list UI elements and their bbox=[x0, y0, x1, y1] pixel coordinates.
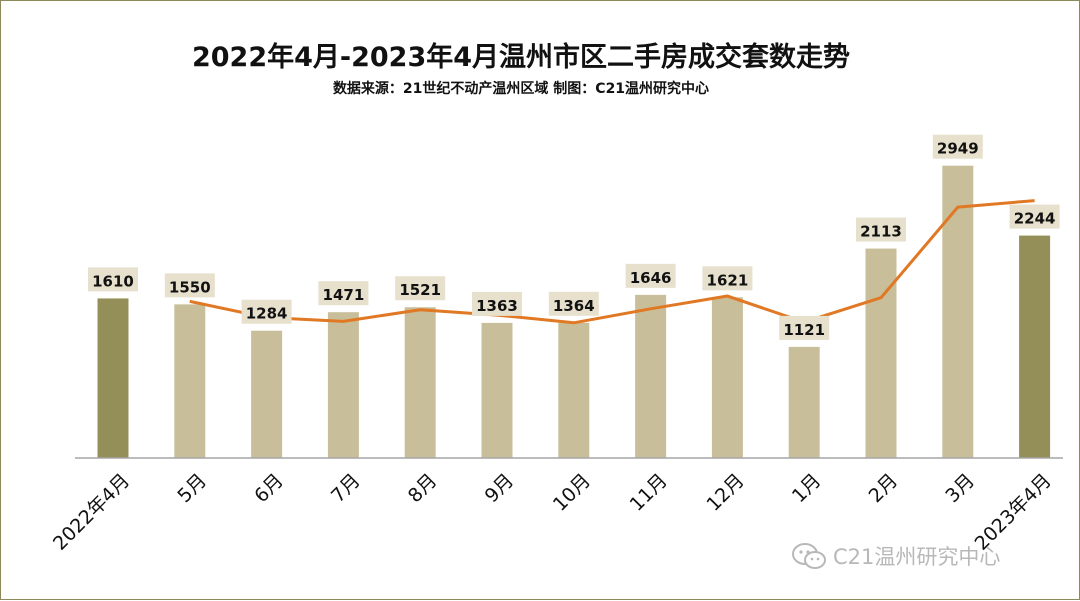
data-label: 2113 bbox=[860, 223, 902, 241]
chart-title: 2022年4月-2023年4月温州市区二手房成交套数走势 bbox=[191, 42, 851, 73]
data-label: 2244 bbox=[1014, 210, 1056, 228]
bar bbox=[942, 165, 974, 458]
bar bbox=[1019, 235, 1051, 458]
data-label: 1621 bbox=[707, 271, 749, 289]
data-label: 1121 bbox=[783, 321, 825, 339]
data-label-bg bbox=[472, 291, 522, 316]
data-label: 1550 bbox=[169, 278, 211, 296]
data-label-bg bbox=[702, 266, 753, 291]
data-label-bg bbox=[88, 267, 138, 292]
data-label: 1284 bbox=[246, 305, 288, 323]
bar bbox=[865, 248, 897, 458]
data-label: 1364 bbox=[553, 297, 595, 315]
x-tick-label: 2022年4月 bbox=[49, 470, 134, 555]
data-label-bg bbox=[318, 281, 369, 306]
bar bbox=[251, 330, 283, 458]
bar bbox=[558, 322, 590, 458]
x-tick-label: 10月 bbox=[549, 470, 595, 516]
trend-line bbox=[189, 199, 1035, 325]
x-tick-label: 3月 bbox=[941, 470, 979, 508]
bar bbox=[404, 307, 436, 458]
x-tick-label: 11月 bbox=[626, 470, 672, 516]
x-tick-label: 7月 bbox=[327, 470, 365, 508]
data-label-bg bbox=[932, 134, 983, 159]
x-tick-label: 2月 bbox=[865, 470, 903, 508]
bar bbox=[481, 322, 513, 458]
bar bbox=[711, 297, 743, 458]
bar bbox=[327, 312, 359, 458]
data-label-bg bbox=[395, 276, 446, 301]
watermark: C21温州研究中心 bbox=[791, 541, 1000, 571]
bar bbox=[788, 346, 820, 458]
data-label: 2949 bbox=[937, 140, 979, 158]
data-label-bg bbox=[1009, 204, 1060, 229]
data-label: 1363 bbox=[476, 297, 518, 315]
data-label-bg bbox=[625, 263, 676, 288]
data-label-bg bbox=[856, 217, 906, 242]
chart-subtitle: 数据来源：21世纪不动产温州区域 制图：C21温州研究中心 bbox=[332, 81, 710, 97]
data-label-bg bbox=[241, 299, 292, 324]
data-label: 1646 bbox=[630, 269, 672, 287]
data-label: 1471 bbox=[323, 286, 365, 304]
data-label-bg bbox=[779, 315, 830, 340]
x-tick-label: 9月 bbox=[481, 470, 519, 508]
bar bbox=[97, 298, 129, 458]
bar bbox=[635, 294, 667, 458]
x-tick-label: 1月 bbox=[788, 470, 826, 508]
data-label: 1521 bbox=[399, 281, 441, 299]
x-tick-label: 5月 bbox=[173, 470, 211, 508]
data-label-bg bbox=[548, 291, 599, 316]
x-tick-label: 12月 bbox=[702, 470, 748, 516]
data-label-bg bbox=[164, 273, 215, 298]
bar bbox=[174, 304, 206, 458]
x-tick-label: 6月 bbox=[250, 470, 288, 508]
x-tick-label: 8月 bbox=[404, 470, 442, 508]
wechat-icon bbox=[792, 543, 826, 569]
watermark-text: C21温州研究中心 bbox=[833, 545, 1001, 569]
data-label: 1610 bbox=[92, 272, 134, 290]
